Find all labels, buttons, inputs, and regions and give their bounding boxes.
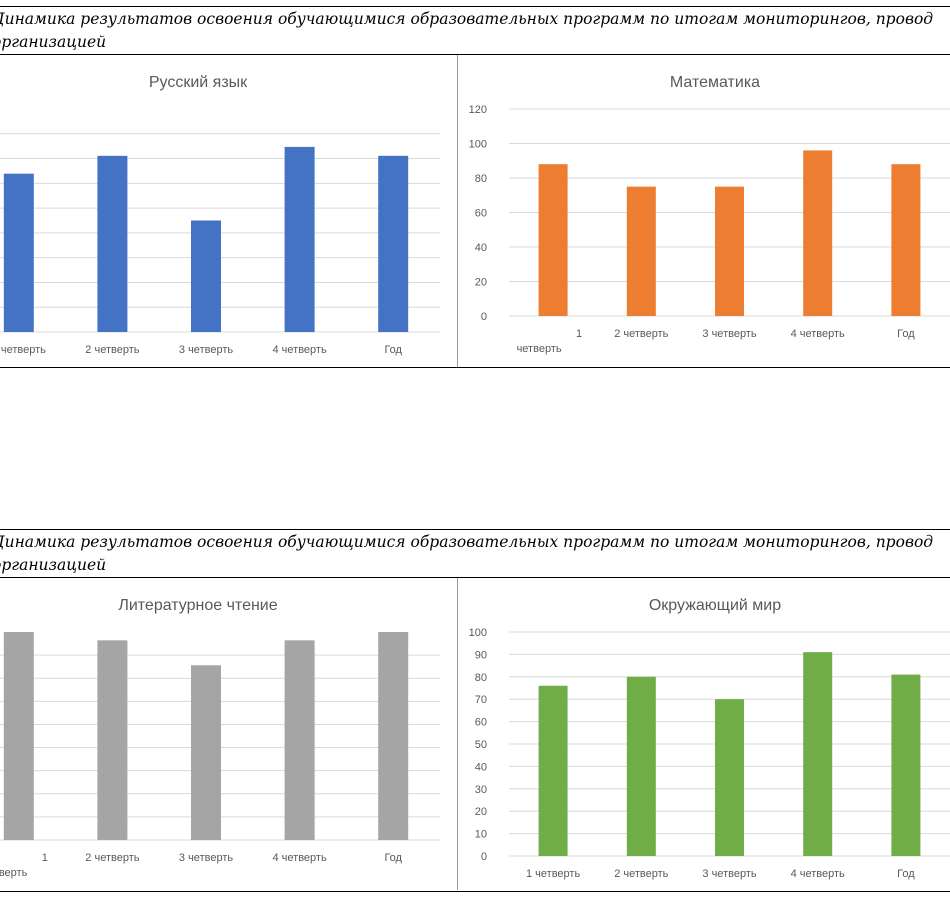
y-tick-label: 10 — [475, 829, 487, 841]
bar — [191, 665, 221, 840]
bar — [715, 186, 744, 316]
bar-chart-svg: Русский язык 1 четверть 2 четверть 3 четвер… — [0, 74, 440, 356]
x-tick-label: 4 четверть — [791, 328, 845, 340]
y-tick-label: 90 — [475, 649, 487, 661]
y-tick-label: 120 — [469, 104, 487, 116]
y-tick-label: 80 — [475, 173, 487, 185]
x-tick-label: Год — [384, 344, 402, 356]
bar — [538, 685, 568, 856]
y-tick-label: 60 — [475, 208, 487, 220]
y-tick-label: 30 — [475, 784, 487, 796]
x-tick-label: 1 четверть — [0, 344, 46, 356]
bar-chart-svg: Математика 0 20 40 60 80 100 120 1 четверть 2 четв… — [469, 74, 950, 355]
table-bottom-rule — [0, 367, 950, 368]
x-tick-label: 2 четверть — [614, 868, 668, 880]
bar-chart-svg: Литературное чтение 1 четверть 2 четверть 3 … — [0, 597, 440, 879]
bar — [803, 150, 833, 316]
bar-chart-svg: Окружающий мир 0 10 20 30 40 50 60 70 80 90 100 1 че… — [469, 597, 950, 880]
bar — [715, 699, 744, 856]
bar — [97, 155, 128, 332]
bar — [378, 632, 409, 840]
x-tick-label: четверть — [517, 343, 562, 355]
x-tick-label: 3 четверть — [702, 868, 756, 880]
y-tick-label: 0 — [481, 311, 487, 323]
y-tick-label: 100 — [469, 139, 487, 151]
bar — [97, 640, 128, 840]
x-tick-label: Год — [384, 852, 402, 864]
x-tick-label: четверть — [0, 867, 28, 879]
y-tick-label: 40 — [475, 242, 487, 254]
chart-panel-math: Математика 0 20 40 60 80 100 120 1 четверть 2 четв… — [459, 55, 950, 367]
bar — [626, 186, 656, 316]
table-bottom-rule — [0, 891, 950, 892]
bar — [3, 632, 34, 840]
chart-title: Математика — [670, 74, 760, 91]
chart-panel-world: Окружающий мир 0 10 20 30 40 50 60 70 80 90 100 1 че… — [459, 578, 950, 890]
y-tick-label: 50 — [475, 739, 487, 751]
y-tick-label: 60 — [475, 717, 487, 729]
caption-bottom-rule — [0, 577, 950, 578]
x-tick-label: Год — [897, 328, 915, 340]
bar — [378, 155, 409, 332]
y-tick-label: 70 — [475, 694, 487, 706]
x-tick-label: 4 четверть — [273, 852, 327, 864]
x-tick-label: 2 четверть — [85, 344, 139, 356]
y-tick-label: 80 — [475, 672, 487, 684]
bar — [284, 640, 315, 840]
x-tick-label: 4 четверть — [791, 868, 845, 880]
panel-divider — [457, 578, 458, 890]
caption-line-2: организацией — [0, 556, 107, 574]
caption-line-1: Динамика результатов освоения обучающими… — [0, 533, 934, 551]
x-tick-label: 1 — [42, 852, 48, 864]
chart-panel-russian: Русский язык 1 четверть 2 четверть 3 четвер… — [0, 55, 456, 367]
x-tick-label: 3 четверть — [179, 344, 233, 356]
caption-line-1: Динамика результатов освоения обучающими… — [0, 10, 934, 28]
bar — [538, 164, 568, 316]
caption-top-rule — [0, 529, 950, 530]
y-tick-label: 20 — [475, 277, 487, 289]
bar — [891, 164, 921, 316]
x-tick-label: 3 четверть — [179, 852, 233, 864]
bar — [3, 173, 34, 332]
chart-title: Окружающий мир — [649, 597, 781, 614]
bar — [191, 220, 221, 332]
x-tick-label: 3 четверть — [702, 328, 756, 340]
bar — [803, 652, 833, 856]
caption-top-rule — [0, 6, 950, 7]
bar — [626, 676, 656, 856]
x-tick-label: 1 четверть — [526, 868, 580, 880]
caption-bottom-rule — [0, 54, 950, 55]
x-tick-label: 4 четверть — [273, 344, 327, 356]
y-tick-label: 0 — [481, 851, 487, 863]
x-tick-label: 1 — [576, 328, 582, 340]
bar — [284, 146, 315, 332]
y-tick-label: 100 — [469, 627, 487, 639]
x-tick-label: 2 четверть — [614, 328, 668, 340]
x-tick-label: Год — [897, 868, 915, 880]
chart-title: Русский язык — [149, 74, 248, 91]
y-tick-label: 20 — [475, 806, 487, 818]
x-tick-label: 2 четверть — [85, 852, 139, 864]
caption-line-2: организацией — [0, 33, 107, 51]
bar — [891, 674, 921, 856]
panel-divider — [457, 55, 458, 367]
chart-title: Литературное чтение — [118, 597, 277, 614]
y-tick-label: 40 — [475, 761, 487, 773]
chart-panel-reading: Литературное чтение 1 четверть 2 четверть 3 … — [0, 578, 456, 890]
